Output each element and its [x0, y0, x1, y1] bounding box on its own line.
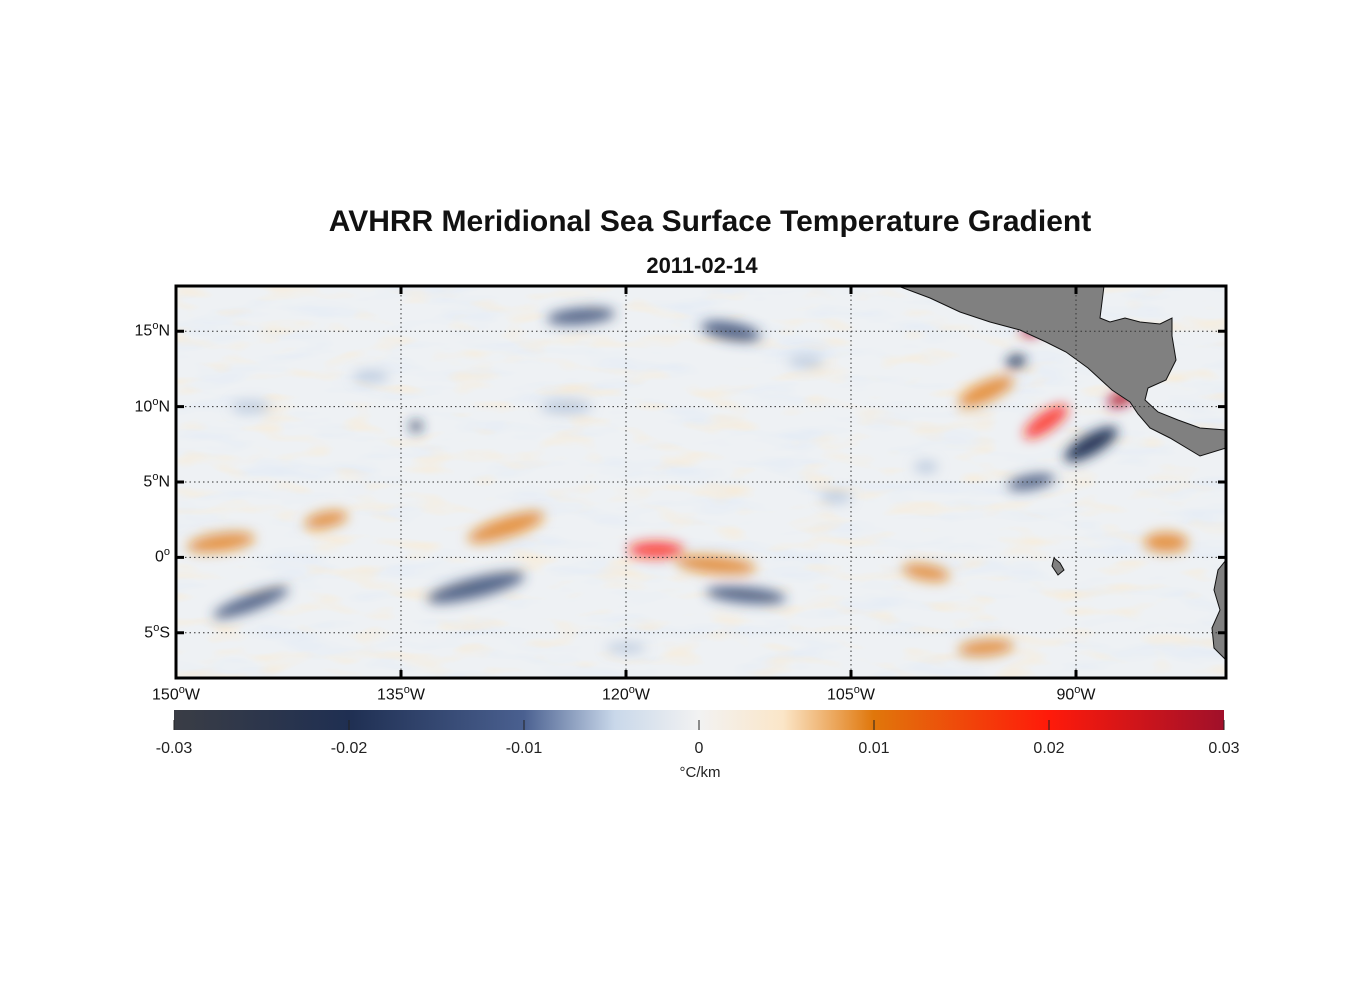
gradient-feature: [788, 355, 824, 368]
lon-label: 90oW: [1056, 684, 1096, 704]
gradient-feature: [540, 399, 592, 414]
gradient-feature: [914, 460, 938, 473]
map-title: AVHRR Meridional Sea Surface Temperature…: [328, 205, 1092, 238]
gradient-feature: [958, 639, 1014, 657]
colorbar-tick-label: -0.02: [330, 740, 368, 757]
gradient-feature: [187, 532, 255, 553]
lon-label: 105oW: [827, 684, 875, 704]
colorbar-tick-label: 0.02: [1033, 740, 1065, 757]
gradient-feature: [1006, 355, 1026, 368]
colorbar-tick-label: 0.01: [858, 740, 890, 757]
gradient-feature: [231, 400, 271, 413]
colorbar-tick-label: -0.03: [155, 740, 193, 757]
lat-label: 15oN: [134, 320, 170, 340]
land-mask: [897, 285, 1227, 662]
gradient-feature: [706, 586, 786, 604]
map-subtitle: 2011-02-14: [646, 253, 758, 278]
lon-label: 135oW: [377, 684, 425, 704]
lat-label: 5oN: [143, 471, 170, 491]
gradient-feature: [1024, 405, 1068, 439]
lon-label: 150oW: [152, 684, 200, 704]
gradient-feature: [606, 642, 646, 653]
land-galapagos: [1051, 557, 1065, 576]
gradient-feature: [958, 375, 1014, 408]
gradient-feature: [1144, 532, 1188, 553]
gradient-feature: [213, 587, 289, 619]
gradient-feature: [410, 421, 422, 432]
lat-label: 10oN: [134, 395, 170, 415]
lat-label: 5oS: [144, 621, 170, 642]
gradient-feature: [902, 563, 950, 582]
colorbar-tick-label: 0: [694, 740, 704, 757]
lon-label: 120oW: [602, 684, 650, 704]
lat-label: 0o: [154, 546, 170, 566]
gradient-feature: [547, 307, 615, 325]
colorbar-tick-label: -0.01: [505, 740, 543, 757]
gradient-features: [187, 307, 1188, 657]
gradient-feature: [820, 491, 852, 504]
gradient-feature: [628, 541, 684, 558]
gradient-feature: [1064, 426, 1118, 462]
gradient-feature: [427, 572, 525, 604]
land-south-america: [1211, 558, 1227, 662]
land-central-america: [897, 285, 1227, 457]
map-frame: [174, 284, 1228, 680]
gradient-feature: [353, 370, 389, 383]
gradient-feature: [304, 510, 348, 529]
colorbar-unit: °C/km: [679, 764, 721, 781]
colorbar-ticks: [173, 720, 1225, 730]
sst-gradient-field: [176, 286, 1226, 678]
gradient-feature: [676, 555, 756, 575]
colorbar-tick-label: 0.03: [1208, 740, 1240, 757]
gradient-feature: [467, 511, 545, 543]
